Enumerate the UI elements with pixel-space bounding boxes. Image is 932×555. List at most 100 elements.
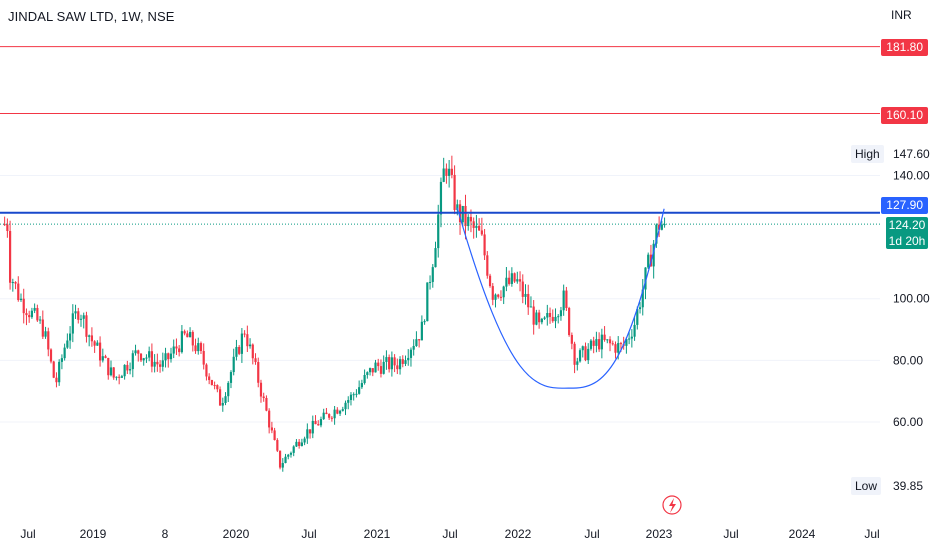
candle-body	[322, 412, 325, 420]
candle-body	[617, 343, 620, 353]
candle-body	[38, 319, 42, 321]
candle-body	[68, 333, 72, 341]
candle-body	[199, 343, 203, 351]
cup-pattern-curve	[456, 207, 665, 389]
candle-body	[128, 369, 132, 371]
candle-body	[240, 333, 243, 354]
candle-body	[314, 420, 317, 425]
candle-body	[532, 306, 535, 325]
low-value: 39.85	[893, 479, 924, 493]
candle-body	[164, 353, 167, 361]
candle-body	[300, 442, 303, 446]
candle-body	[619, 343, 623, 345]
candle-body	[366, 372, 369, 375]
candle-body	[6, 224, 9, 231]
candle-body	[562, 290, 565, 311]
candle-body	[581, 346, 584, 351]
candle-body	[328, 414, 331, 418]
candle-body	[273, 430, 276, 441]
currency-label: INR	[891, 8, 912, 22]
candle-body	[546, 313, 549, 318]
candle-body	[22, 298, 25, 314]
lightning-bolt-shape	[669, 498, 676, 513]
candle-body	[467, 216, 470, 227]
candle-body	[284, 456, 287, 464]
high-value: 147.60	[893, 147, 930, 161]
candle-body	[456, 204, 459, 210]
candle-body	[469, 216, 473, 222]
candle-body	[606, 339, 609, 341]
candle-body	[52, 361, 55, 378]
candle-body	[614, 344, 617, 353]
candle-body	[535, 312, 538, 325]
candle-body	[298, 441, 301, 446]
candle-body	[347, 399, 350, 403]
candle-body	[633, 324, 636, 337]
candle-body	[183, 331, 186, 334]
candle-body	[480, 230, 483, 235]
candle-body	[41, 319, 44, 337]
candle-body	[379, 366, 383, 374]
breakout-level-tag: 127.90	[881, 197, 928, 214]
candle-body	[14, 282, 17, 284]
candle-body	[306, 429, 309, 439]
candle-body	[486, 255, 489, 276]
candle-body	[216, 385, 219, 390]
candle-body	[448, 168, 451, 176]
candle-body	[137, 350, 140, 354]
resistance-tag-160: 160.10	[881, 107, 928, 124]
candle-body	[510, 273, 513, 284]
candle-body	[333, 409, 336, 419]
candle-body	[292, 446, 295, 453]
candle-body	[308, 429, 312, 434]
candle-body	[246, 334, 249, 347]
candle-body	[600, 334, 603, 350]
candle-body	[636, 309, 639, 325]
candle-body	[611, 343, 614, 345]
candle-body	[107, 357, 110, 376]
last-price-value: 124.20	[888, 218, 926, 232]
candle-body	[88, 335, 91, 337]
candle-body	[431, 267, 434, 282]
candle-body	[153, 361, 156, 367]
candle-body	[374, 362, 377, 373]
candle-body	[442, 168, 445, 182]
y-tick-label: 140.00	[893, 168, 930, 182]
candle-body	[238, 346, 241, 354]
candle-body	[98, 342, 102, 361]
candle-body	[630, 336, 633, 339]
candle-body	[142, 358, 145, 361]
candle-body	[58, 361, 61, 383]
candle-body	[251, 344, 254, 359]
candle-body	[278, 450, 282, 468]
candle-body	[524, 293, 527, 297]
candle-body	[55, 377, 58, 383]
candle-body	[19, 298, 23, 301]
candle-body	[352, 394, 355, 396]
candle-body	[11, 282, 14, 284]
candle-body	[150, 351, 153, 367]
candle-body	[221, 402, 224, 406]
candle-body	[232, 356, 235, 373]
candle-body	[96, 342, 99, 346]
candle-body	[540, 318, 543, 323]
candle-body	[475, 225, 478, 228]
candle-body	[227, 382, 230, 397]
candle-body	[74, 311, 77, 314]
y-tick-label: 100.00	[893, 292, 930, 306]
candle-body	[349, 394, 353, 400]
candle-body	[478, 225, 481, 231]
candle-body	[655, 224, 658, 244]
high-label: High	[851, 145, 884, 163]
candle-body	[66, 340, 69, 348]
candle-body	[254, 358, 257, 363]
candle-body	[363, 374, 366, 384]
x-tick-label: Jul	[301, 527, 316, 541]
candle-body	[281, 463, 284, 468]
candle-body	[194, 345, 197, 352]
candle-body	[60, 358, 64, 362]
candle-body	[573, 343, 576, 365]
candle-body	[118, 376, 121, 378]
